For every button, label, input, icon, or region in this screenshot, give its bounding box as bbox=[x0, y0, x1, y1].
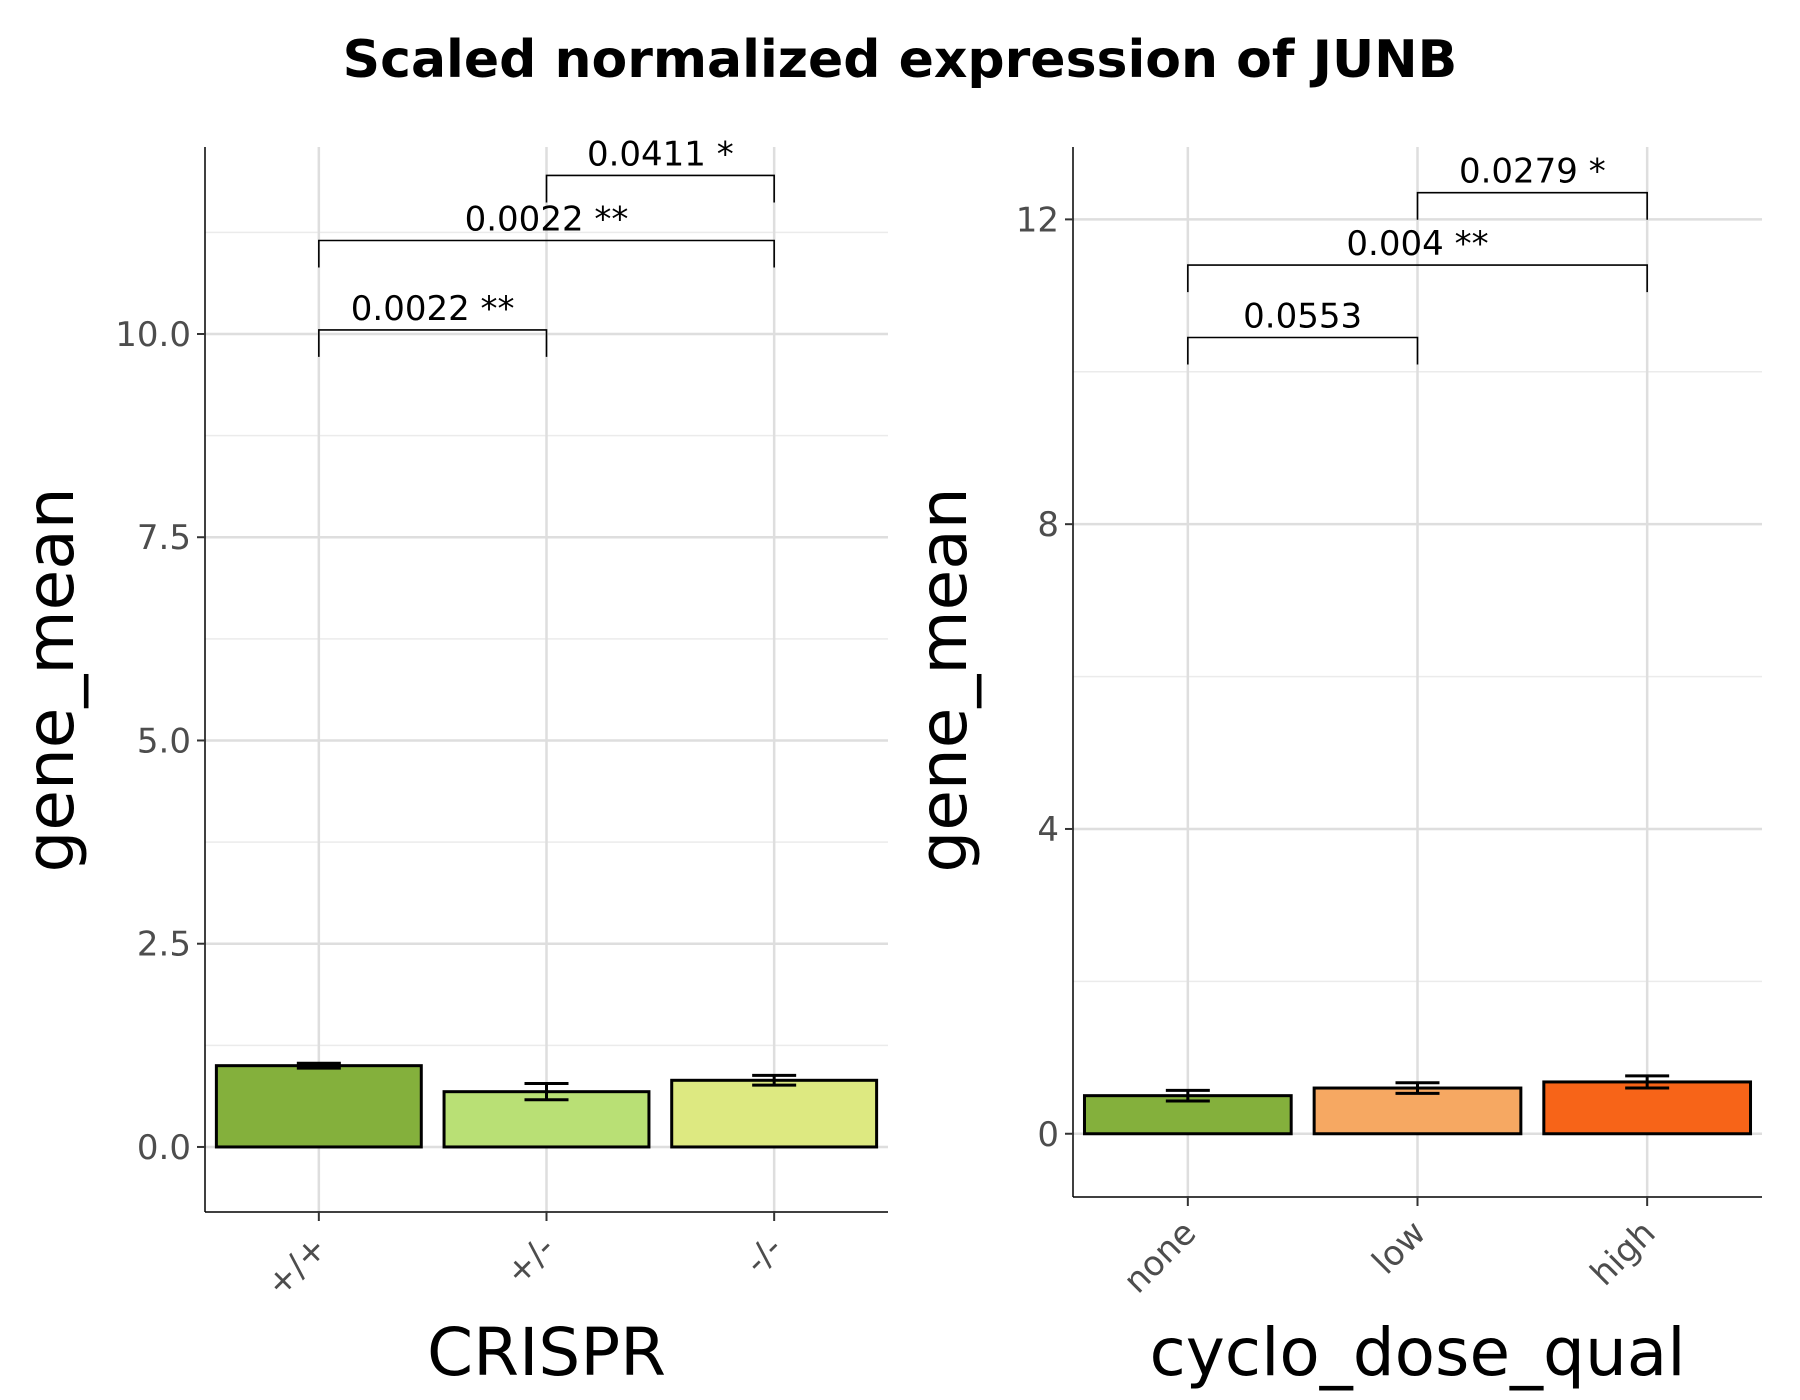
y-axis-title: gene_mean bbox=[12, 487, 89, 872]
x-tick-label: low bbox=[1365, 1213, 1434, 1282]
y-tick-label: 4 bbox=[1037, 810, 1059, 850]
y-tick-label: 0.0 bbox=[137, 1128, 191, 1168]
y-tick-label: 10.0 bbox=[115, 315, 191, 355]
x-axis-title: CRISPR bbox=[427, 1314, 666, 1391]
y-tick-label: 2.5 bbox=[137, 925, 191, 965]
significance-label: 0.0022 ** bbox=[351, 289, 515, 329]
significance-bracket bbox=[1187, 264, 1648, 293]
significance-label: 0.004 ** bbox=[1346, 224, 1488, 264]
significance-label: 0.0553 bbox=[1243, 296, 1362, 336]
significance-label: 0.0279 * bbox=[1459, 152, 1606, 192]
significance-bracket bbox=[1416, 191, 1648, 220]
x-axis-title: cyclo_dose_qual bbox=[1149, 1314, 1685, 1391]
x-tick-label: none bbox=[1116, 1213, 1204, 1301]
y-tick-label: 0 bbox=[1037, 1115, 1059, 1155]
significance-bracket bbox=[1187, 336, 1419, 365]
significance-label: 0.0411 * bbox=[587, 134, 734, 174]
y-tick-label: 8 bbox=[1037, 505, 1059, 545]
bar-cyclo-dose-qual-2 bbox=[1542, 1080, 1753, 1136]
bar-cyclo-dose-qual-1 bbox=[1312, 1086, 1523, 1136]
bar-crispr-0 bbox=[214, 1064, 423, 1149]
significance-bracket bbox=[545, 174, 775, 203]
y-tick-label: 5.0 bbox=[137, 721, 191, 761]
x-tick-label: high bbox=[1583, 1213, 1664, 1294]
y-tick-label: 12 bbox=[1016, 200, 1059, 240]
figure-title: Scaled normalized expression of JUNB bbox=[342, 30, 1458, 90]
significance-bracket bbox=[318, 239, 775, 268]
y-tick-label: 7.5 bbox=[137, 518, 191, 558]
y-axis-title: gene_mean bbox=[905, 487, 982, 872]
significance-label: 0.0022 ** bbox=[465, 199, 629, 239]
significance-bracket bbox=[318, 329, 548, 357]
